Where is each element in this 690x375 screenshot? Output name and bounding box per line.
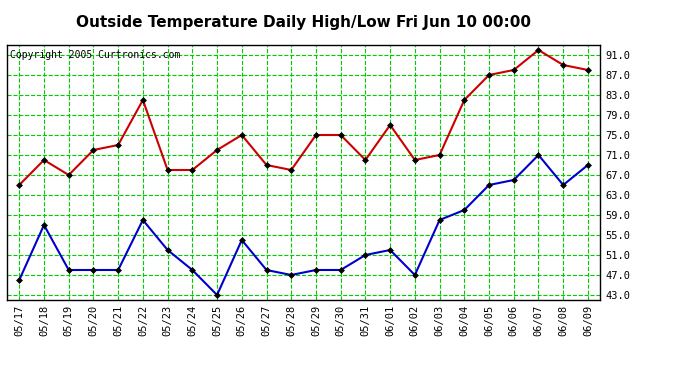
- Text: Copyright 2005 Curtronics.com: Copyright 2005 Curtronics.com: [10, 50, 180, 60]
- Text: Outside Temperature Daily High/Low Fri Jun 10 00:00: Outside Temperature Daily High/Low Fri J…: [76, 15, 531, 30]
